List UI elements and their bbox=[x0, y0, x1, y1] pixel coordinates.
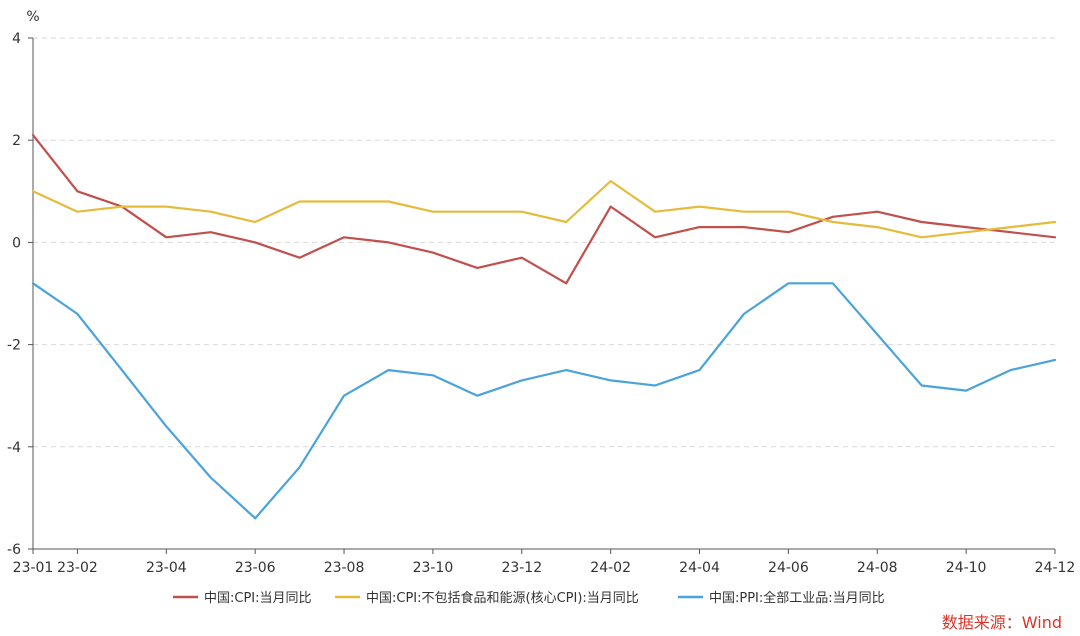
legend: 中国:CPI:当月同比 中国:CPI:不包括食品和能源(核心CPI):当月同比 中国… bbox=[173, 590, 885, 606]
series-line-1 bbox=[31, 134, 1057, 285]
y-tick-label: 4 bbox=[12, 31, 21, 47]
x-tick-label: 23-12 bbox=[501, 560, 542, 576]
x-tick-label: 24-06 bbox=[768, 560, 809, 576]
x-tick-label: 23-08 bbox=[324, 560, 365, 576]
x-tick-label: 23-06 bbox=[235, 560, 276, 576]
y-tick-label: -6 bbox=[7, 542, 21, 558]
y-tick-label: -2 bbox=[7, 338, 21, 354]
legend-label-1: 中国:CPI:当月同比 bbox=[204, 591, 312, 606]
x-tick-label: 24-04 bbox=[679, 560, 720, 576]
series-lines bbox=[31, 134, 1057, 520]
x-tick-label: 23-02 bbox=[57, 560, 98, 576]
y-axis-unit-label: % bbox=[26, 9, 39, 25]
x-tick-label: 23-01 bbox=[13, 560, 54, 576]
x-tick-label: 23-10 bbox=[413, 560, 454, 576]
source-note: 数据来源：Wind bbox=[941, 613, 1062, 632]
y-tick-label: 2 bbox=[12, 133, 21, 149]
legend-label-2: 中国:CPI:不包括食品和能源(核心CPI):当月同比 bbox=[366, 590, 639, 606]
y-tick-label: -4 bbox=[7, 440, 21, 456]
x-tick-label: 24-12 bbox=[1035, 560, 1076, 576]
series-line-2 bbox=[31, 180, 1057, 239]
x-tick-label: 24-02 bbox=[590, 560, 631, 576]
axes: -6 -4 -2 0 2 4% 23-01 23-02 23-04 23-06 23-08 23-10… bbox=[7, 9, 1075, 576]
x-tick-label: 23-04 bbox=[146, 560, 187, 576]
y-tick-label: 0 bbox=[12, 235, 21, 251]
x-tick-label: 24-10 bbox=[946, 560, 987, 576]
series-line-3 bbox=[31, 282, 1057, 520]
legend-label-3: 中国:PPI:全部工业品:当月同比 bbox=[709, 590, 885, 606]
grid-lines bbox=[33, 37, 1055, 448]
x-tick-label: 24-08 bbox=[857, 560, 898, 576]
